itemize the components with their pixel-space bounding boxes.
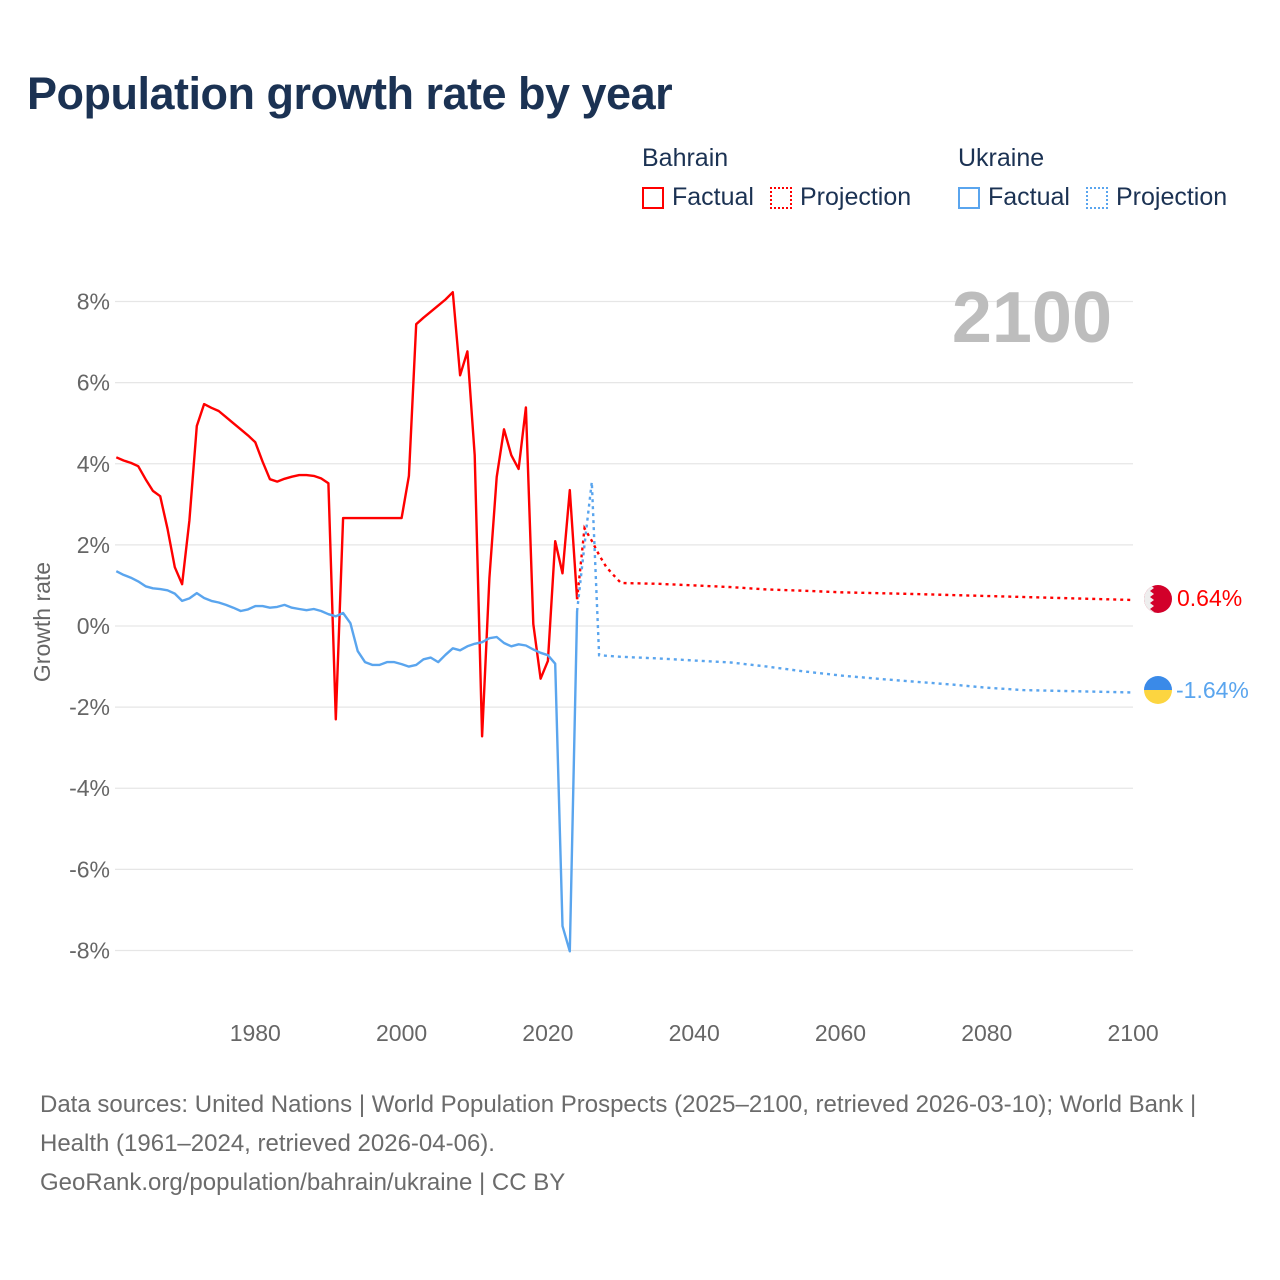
y-tick-label: -6% xyxy=(69,856,110,882)
x-tick-label: 2100 xyxy=(1107,1020,1158,1046)
year-watermark: 2100 xyxy=(952,278,1112,358)
legend-label: Factual xyxy=(672,183,754,211)
x-tick-label: 2060 xyxy=(815,1020,866,1046)
bahrain-flag-icon xyxy=(1144,585,1172,613)
legend-ukraine-projection[interactable]: Projection xyxy=(1085,183,1228,212)
y-tick-label: 0% xyxy=(77,613,110,639)
y-tick-label: -2% xyxy=(69,694,110,720)
bahrain-factual-line xyxy=(115,291,579,738)
legend-bahrain-title: Bahrain xyxy=(642,144,729,172)
data-sources-note: Data sources: United Nations | World Pop… xyxy=(40,1091,1197,1157)
legend-bahrain-factual[interactable]: Factual xyxy=(642,183,754,212)
legend-ukraine: Ukraine Factual Projection xyxy=(958,144,1243,212)
legend-bahrain-projection[interactable]: Projection xyxy=(769,183,912,212)
projection-swatch-icon xyxy=(769,186,792,209)
y-tick-label: 4% xyxy=(77,451,110,477)
source-link[interactable]: GeoRank.org/population/bahrain/ukraine |… xyxy=(40,1169,566,1196)
x-tick-label: 2020 xyxy=(522,1020,573,1046)
y-axis-label: Growth rate xyxy=(29,562,55,682)
bahrain-projection-line xyxy=(575,524,1134,602)
factual-swatch-icon xyxy=(642,186,664,209)
factual-swatch-icon xyxy=(958,186,980,209)
ukraine-factual-line xyxy=(115,570,579,953)
y-tick-label: 6% xyxy=(77,370,110,396)
legend-ukraine-title: Ukraine xyxy=(958,144,1045,172)
x-tick-label: 2000 xyxy=(376,1020,427,1046)
y-tick-label: -8% xyxy=(69,937,110,963)
x-tick-label: 2080 xyxy=(961,1020,1012,1046)
bahrain-end-label: 0.64% xyxy=(1177,585,1242,611)
legend-label: Projection xyxy=(799,183,912,211)
ukraine-end-label: -1.64% xyxy=(1176,677,1249,703)
x-tick-label: 2040 xyxy=(669,1020,720,1046)
legend-bahrain: Bahrain Factual Projection xyxy=(642,144,927,212)
y-tick-label: 8% xyxy=(77,289,110,315)
ukraine-projection-line xyxy=(575,481,1134,694)
x-tick-label: 1980 xyxy=(230,1020,281,1046)
y-tick-label: 2% xyxy=(77,532,110,558)
chart-title: Population growth rate by year xyxy=(27,68,673,119)
legend-label: Projection xyxy=(1115,183,1228,211)
legend-ukraine-factual[interactable]: Factual xyxy=(958,183,1070,212)
ukraine-flag-icon xyxy=(1144,676,1172,704)
projection-swatch-icon xyxy=(1085,186,1108,209)
y-tick-label: -4% xyxy=(69,775,110,801)
legend-label: Factual xyxy=(988,183,1070,211)
